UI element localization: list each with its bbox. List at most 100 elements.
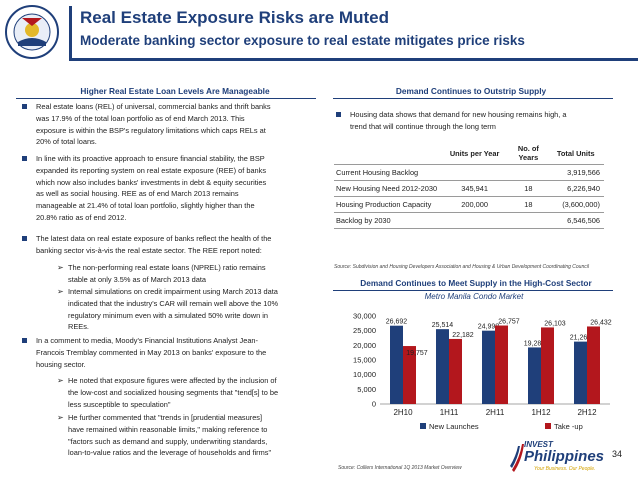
legend-label: Take -up	[554, 422, 583, 431]
table-cell	[439, 164, 510, 181]
table-header-cell: Units per Year	[449, 148, 500, 158]
bullet-square-icon	[22, 338, 27, 343]
data-label: 19,757	[406, 350, 428, 357]
table-cell: Housing Production Capacity	[334, 196, 440, 213]
right-bullet-line: trend that will continue through the lon…	[350, 121, 496, 131]
table-header-cell	[334, 142, 440, 165]
bullet-line: was 17.9% of the total loan portfolio as…	[36, 113, 245, 123]
bullet-line: "factors such as demand and supply, unde…	[68, 436, 268, 446]
bar-new-launches	[482, 330, 495, 404]
table-cell: Current Housing Backlog	[334, 164, 440, 181]
table-row: Housing Production Capacity 200,000 18 (…	[334, 196, 604, 213]
chart-title: Metro Manila Condo Market	[424, 292, 524, 301]
legend-swatch	[420, 423, 426, 429]
logo-invest-text: INVEST	[524, 440, 553, 449]
bullet-line: Real estate loans (REL) of universal, co…	[36, 102, 271, 111]
table-cell: 6,226,940	[547, 180, 604, 197]
x-tick-label: 2H11	[486, 408, 505, 417]
housing-demand-table: Units per Year No. of Years Total Units …	[334, 142, 604, 229]
logo-philippines-text: Philippines	[524, 448, 605, 465]
left-bullet: In line with its proactive approach to e…	[22, 153, 321, 224]
bullet-square-icon	[22, 156, 27, 161]
data-label: 21,267	[570, 335, 592, 342]
table-cell	[509, 164, 548, 181]
table-cell: 18	[509, 180, 548, 197]
bar-take-up	[449, 338, 462, 404]
x-tick-label: 2H10	[393, 408, 413, 417]
bullet-line: which now also includes banks' investmen…	[36, 177, 267, 187]
bullet-line: indicated that the industry's CAR will r…	[68, 298, 279, 308]
bullet-line: He further commented that "trends in [pr…	[68, 413, 263, 422]
table-cell: 345,941	[439, 180, 510, 197]
y-tick-label: 20,000	[353, 341, 376, 350]
table-row: New Housing Need 2012-2030 345,941 18 6,…	[334, 180, 604, 197]
left-section-heading: Higher Real Estate Loan Levels Are Manag…	[80, 86, 270, 96]
x-tick-label: 1H11	[440, 408, 459, 417]
table-row: Backlog by 2030 6,546,506	[334, 212, 604, 229]
header-horizontal-rule	[69, 58, 638, 61]
left-bullet: Real estate loans (REL) of universal, co…	[22, 101, 321, 148]
right-bullet: Housing data shows that demand for new h…	[336, 109, 620, 133]
flag-swoosh-icon	[510, 444, 524, 472]
bar-take-up	[587, 326, 600, 404]
x-tick-label: 2H12	[577, 408, 597, 417]
legend-swatch	[545, 423, 551, 429]
data-label: 22,182	[452, 332, 474, 339]
table-source-note: Source: Subdivision and Housing Develope…	[334, 264, 589, 270]
right-section-heading: Demand Continues to Outstrip Supply	[395, 86, 547, 96]
table-cell	[509, 212, 548, 229]
bullet-line: Internal simulations on credit impairmen…	[68, 287, 278, 296]
right-bullet-line: Housing data shows that demand for new h…	[350, 110, 567, 119]
bar-take-up	[403, 346, 416, 404]
y-tick-label: 5,000	[357, 385, 376, 394]
bullet-line: In a comment to media, Moody's Financial…	[36, 336, 259, 345]
table-cell	[439, 212, 510, 229]
data-label: 19,285	[524, 340, 546, 347]
data-label: 26,432	[590, 319, 612, 326]
table-cell: 200,000	[439, 196, 510, 213]
table-cell: 3,919,566	[547, 164, 604, 181]
bullet-line: stable at only 3.5% as of March 2013 dat…	[68, 274, 207, 284]
data-label: 26,757	[498, 319, 520, 326]
left-subbullet: ➢ Internal simulations on credit impairme…	[57, 286, 323, 333]
bullet-line: 20.8% ratio as of end 2012.	[36, 212, 127, 222]
bar-new-launches	[574, 341, 587, 404]
left-subbullet: ➢ The non-performing real estate loans (N…	[57, 262, 323, 286]
bullet-line: In line with its proactive approach to e…	[36, 154, 265, 163]
bullet-line: The non-performing real estate loans (NP…	[68, 263, 266, 272]
bullet-line: REEs.	[68, 322, 89, 332]
table-cell: 18	[509, 196, 548, 213]
header-vertical-rule	[69, 6, 72, 58]
x-tick-label: 1H12	[531, 408, 551, 417]
y-tick-label: 25,000	[353, 326, 376, 335]
y-tick-label: 30,000	[353, 312, 376, 321]
chart-source-note: Source: Colliers International 1Q 2013 M…	[338, 465, 462, 471]
table-row: Current Housing Backlog 3,919,566	[334, 164, 604, 181]
arrow-bullet-icon: ➢	[57, 287, 64, 296]
bar-new-launches	[528, 347, 541, 404]
table-header-cell: Total Units	[556, 148, 595, 158]
bullet-line: the low-cost and socialized housing segm…	[68, 387, 279, 397]
legend-label: New Launches	[429, 422, 479, 431]
bullet-line: Francois Tremblay commented in May 2013 …	[36, 347, 267, 357]
y-tick-label: 15,000	[353, 356, 376, 365]
table-cell: (3,600,000)	[547, 196, 604, 213]
page-title: Real Estate Exposure Risks are Muted	[80, 8, 389, 27]
left-subbullet: ➢ He noted that exposure figures were aff…	[57, 375, 323, 410]
page-subtitle: Moderate banking sector exposure to real…	[80, 33, 525, 48]
y-tick-label: 0	[372, 400, 376, 409]
table-cell: New Housing Need 2012-2030	[334, 180, 440, 197]
arrow-bullet-icon: ➢	[57, 376, 64, 385]
bullet-line: He noted that exposure figures were affe…	[68, 376, 277, 385]
arrow-bullet-icon: ➢	[57, 413, 64, 422]
bullet-square-icon	[22, 104, 27, 109]
data-label: 25,514	[432, 322, 454, 329]
bullet-line: housing sector.	[36, 359, 86, 369]
table-cell: 6,546,506	[547, 212, 604, 229]
right-heading-rule	[333, 98, 613, 99]
table-cell: Backlog by 2030	[334, 212, 440, 229]
bullet-line: have remained within reasonable limits,"…	[68, 424, 268, 434]
bullet-square-icon	[22, 236, 27, 241]
bar-new-launches	[390, 325, 403, 404]
bullet-line: manageable at 21.4% of total loan portfo…	[36, 201, 255, 211]
